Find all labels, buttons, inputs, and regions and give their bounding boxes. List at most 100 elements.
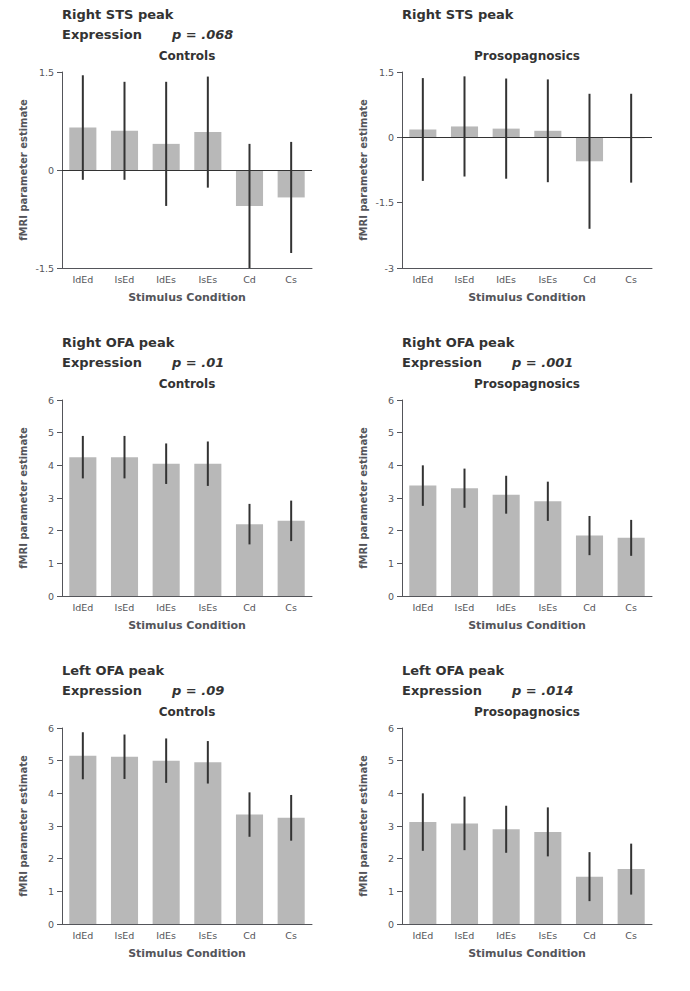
svg-text:Cs: Cs (285, 274, 297, 285)
svg-text:Right OFA peak: Right OFA peak (402, 335, 515, 350)
svg-text:Prosopagnosics: Prosopagnosics (474, 377, 580, 391)
svg-text:IdEs: IdEs (156, 930, 176, 941)
svg-text:Left OFA peak: Left OFA peak (402, 663, 504, 678)
svg-text:p = .09: p = .09 (171, 683, 224, 698)
svg-text:0: 0 (388, 132, 394, 143)
svg-text:6: 6 (48, 395, 54, 406)
svg-text:Expression: Expression (62, 355, 142, 370)
svg-text:1.5: 1.5 (39, 67, 54, 78)
svg-text:Cs: Cs (285, 930, 297, 941)
svg-text:6: 6 (388, 723, 394, 734)
svg-text:Cs: Cs (625, 274, 637, 285)
svg-text:IsEs: IsEs (198, 602, 217, 613)
svg-text:Left OFA peak: Left OFA peak (62, 663, 164, 678)
svg-text:IdEs: IdEs (496, 274, 516, 285)
svg-text:5: 5 (48, 755, 54, 766)
svg-text:0: 0 (48, 591, 54, 602)
svg-text:Stimulus Condition: Stimulus Condition (128, 947, 246, 960)
svg-text:fMRI parameter estimate: fMRI parameter estimate (358, 755, 369, 897)
svg-text:IdEd: IdEd (72, 930, 93, 941)
svg-text:3: 3 (48, 821, 54, 832)
svg-text:Expression: Expression (62, 27, 142, 42)
svg-text:4: 4 (48, 460, 54, 471)
svg-text:1: 1 (388, 558, 394, 569)
svg-text:5: 5 (388, 755, 394, 766)
svg-text:IsEd: IsEd (455, 930, 475, 941)
svg-text:IdEs: IdEs (496, 602, 516, 613)
svg-text:IdEs: IdEs (156, 274, 176, 285)
svg-text:Prosopagnosics: Prosopagnosics (474, 49, 580, 63)
svg-text:IsEs: IsEs (538, 602, 557, 613)
svg-text:1: 1 (388, 886, 394, 897)
svg-text:Right STS peak: Right STS peak (62, 7, 174, 22)
svg-text:fMRI parameter estimate: fMRI parameter estimate (18, 427, 29, 569)
svg-text:Cs: Cs (285, 602, 297, 613)
svg-text:0: 0 (48, 165, 54, 176)
svg-text:1: 1 (48, 558, 54, 569)
svg-text:-1.5: -1.5 (35, 263, 54, 274)
svg-text:IdEd: IdEd (412, 602, 433, 613)
svg-text:IsEd: IsEd (115, 274, 135, 285)
svg-text:IdEd: IdEd (412, 930, 433, 941)
svg-text:IdEd: IdEd (72, 602, 93, 613)
svg-text:Cd: Cd (243, 274, 256, 285)
svg-text:3: 3 (48, 493, 54, 504)
svg-text:Stimulus Condition: Stimulus Condition (468, 947, 586, 960)
svg-text:Cd: Cd (243, 602, 256, 613)
svg-text:Controls: Controls (159, 49, 216, 63)
svg-text:2: 2 (388, 525, 394, 536)
svg-text:fMRI parameter estimate: fMRI parameter estimate (18, 99, 29, 241)
svg-text:IsEs: IsEs (538, 274, 557, 285)
svg-text:1.5: 1.5 (379, 67, 394, 78)
svg-text:fMRI parameter estimate: fMRI parameter estimate (18, 755, 29, 897)
svg-text:0: 0 (48, 919, 54, 930)
svg-text:fMRI parameter estimate: fMRI parameter estimate (358, 99, 369, 241)
svg-text:5: 5 (48, 427, 54, 438)
svg-text:Stimulus Condition: Stimulus Condition (128, 291, 246, 304)
svg-text:fMRI parameter estimate: fMRI parameter estimate (358, 427, 369, 569)
svg-text:3: 3 (388, 821, 394, 832)
svg-text:Expression: Expression (402, 355, 482, 370)
svg-text:Cs: Cs (625, 930, 637, 941)
svg-text:3: 3 (388, 493, 394, 504)
svg-text:Cd: Cd (243, 930, 256, 941)
svg-text:0: 0 (388, 919, 394, 930)
svg-text:IsEd: IsEd (115, 930, 135, 941)
svg-text:Right OFA peak: Right OFA peak (62, 335, 175, 350)
svg-text:6: 6 (388, 395, 394, 406)
svg-text:IdEd: IdEd (72, 274, 93, 285)
svg-text:2: 2 (48, 853, 54, 864)
svg-text:Cd: Cd (583, 602, 596, 613)
svg-text:5: 5 (388, 427, 394, 438)
svg-text:Cs: Cs (625, 602, 637, 613)
svg-text:IsEs: IsEs (198, 274, 217, 285)
svg-text:Stimulus Condition: Stimulus Condition (128, 619, 246, 632)
svg-text:p = .014: p = .014 (511, 683, 573, 698)
svg-text:Right STS peak: Right STS peak (402, 7, 514, 22)
svg-text:IdEs: IdEs (496, 930, 516, 941)
svg-text:p = .001: p = .001 (511, 355, 573, 370)
svg-text:Stimulus Condition: Stimulus Condition (468, 291, 586, 304)
svg-text:4: 4 (388, 460, 394, 471)
svg-text:4: 4 (388, 788, 394, 799)
svg-text:IsEd: IsEd (115, 602, 135, 613)
svg-text:Expression: Expression (62, 683, 142, 698)
svg-text:Expression: Expression (402, 683, 482, 698)
svg-text:Controls: Controls (159, 377, 216, 391)
svg-text:IdEs: IdEs (156, 602, 176, 613)
svg-text:Cd: Cd (583, 930, 596, 941)
svg-text:6: 6 (48, 723, 54, 734)
svg-text:Prosopagnosics: Prosopagnosics (474, 705, 580, 719)
svg-text:IsEd: IsEd (455, 274, 475, 285)
svg-text:IdEd: IdEd (412, 274, 433, 285)
svg-text:2: 2 (48, 525, 54, 536)
svg-text:Controls: Controls (159, 705, 216, 719)
svg-text:4: 4 (48, 788, 54, 799)
svg-text:IsEd: IsEd (455, 602, 475, 613)
svg-text:p = .068: p = .068 (171, 27, 233, 42)
svg-text:-1.5: -1.5 (375, 197, 394, 208)
svg-text:Cd: Cd (583, 274, 596, 285)
svg-text:-3: -3 (385, 263, 394, 274)
svg-text:p = .01: p = .01 (171, 355, 224, 370)
svg-text:0: 0 (388, 591, 394, 602)
